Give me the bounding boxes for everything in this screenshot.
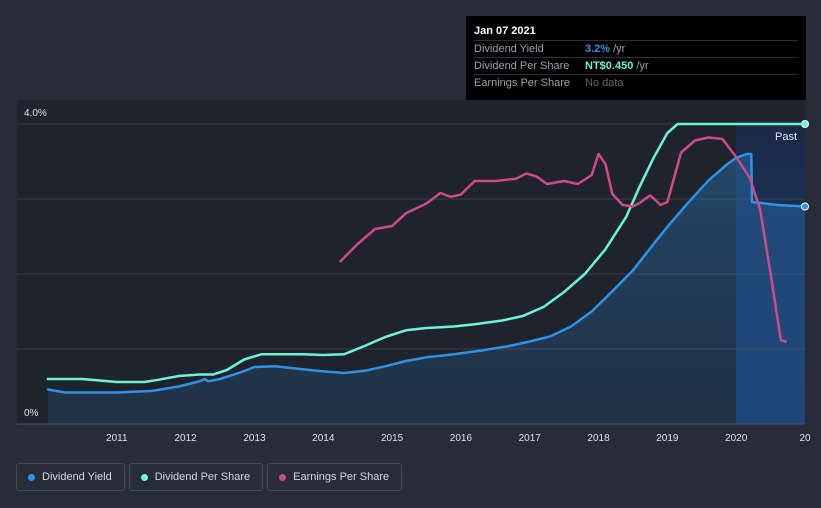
x-tick-labels: 2011 2012 2013 2014 2015 2016 2017 2018 2019 2020… — [106, 433, 811, 444]
legend-dot-icon — [279, 473, 287, 481]
tooltip-label: Dividend Per Share — [474, 60, 570, 72]
legend-dot-icon — [140, 473, 148, 481]
x-tick-label: 2014 — [312, 433, 335, 444]
tooltip-value: NT$0.450 — [585, 60, 634, 72]
past-label: Past — [775, 131, 797, 143]
x-tick-label: 2019 — [656, 433, 679, 444]
legend-label: Earnings Per Share — [293, 471, 390, 483]
series-lines — [46, 122, 807, 394]
tooltip-row-dividend-yield: Dividend Yield 3.2% /yr — [474, 40, 798, 57]
y-label-top: 4.0% — [24, 108, 47, 119]
legend-label: Dividend Per Share — [154, 471, 251, 483]
x-tick-label: 2015 — [381, 433, 404, 444]
series-end-markers — [801, 120, 809, 211]
series-line-earnings-per-share — [339, 136, 787, 343]
hover-tooltip: Jan 07 2021 Dividend Yield 3.2% /yr Divi… — [466, 16, 806, 100]
end-marker-dividend-yield — [801, 202, 809, 211]
end-marker-dividend-per-share — [801, 120, 809, 128]
x-tick-label: 2016 — [450, 433, 473, 444]
x-tick-label: 2012 — [175, 433, 198, 444]
legend-earnings-per-share[interactable]: Earnings Per Share — [267, 463, 403, 491]
series-line-dividend-yield — [46, 152, 807, 394]
legend-dividend-yield[interactable]: Dividend Yield — [16, 463, 125, 491]
tooltip-unit: /yr — [636, 60, 649, 72]
x-tick-label: 2011 — [106, 433, 128, 444]
chart-legend: Dividend Yield Dividend Per Share Earnin… — [16, 463, 403, 491]
x-tick-label: 2018 — [587, 433, 610, 444]
tooltip-row-earnings-per-share: Earnings Per Share No data — [474, 74, 798, 91]
x-tick-label: 2013 — [243, 433, 266, 444]
tooltip-unit: /yr — [613, 43, 626, 55]
x-tick-label: 2020 — [725, 433, 748, 444]
x-tick-label: 20 — [799, 433, 811, 444]
tooltip-no-data: No data — [585, 77, 624, 89]
tooltip-date: Jan 07 2021 — [474, 25, 536, 37]
legend-dividend-per-share[interactable]: Dividend Per Share — [128, 463, 264, 491]
tooltip-row-dividend-per-share: Dividend Per Share NT$0.450 /yr — [474, 57, 798, 74]
x-tick-label: 2017 — [519, 433, 542, 444]
tooltip-label: Dividend Yield — [474, 43, 544, 55]
series-line-dividend-per-share — [46, 122, 807, 384]
y-label-bottom: 0% — [24, 408, 39, 419]
tooltip-value: 3.2% — [585, 43, 611, 55]
legend-dot-icon — [28, 473, 35, 481]
legend-label: Dividend Yield — [42, 471, 112, 483]
dividend-yield-area — [48, 154, 805, 424]
tooltip-label: Earnings Per Share — [474, 77, 570, 89]
